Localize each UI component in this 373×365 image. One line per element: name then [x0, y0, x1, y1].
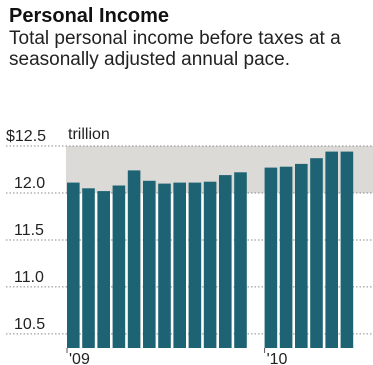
- x-tick-label: '09: [69, 351, 90, 365]
- bar: [127, 170, 141, 348]
- chart-title: Personal Income: [9, 5, 170, 27]
- bar: [310, 158, 323, 348]
- y-tick-label: 10.5: [14, 316, 45, 333]
- bar: [188, 182, 202, 348]
- bar: [143, 180, 156, 348]
- bar: [279, 166, 293, 348]
- bar: [295, 163, 308, 348]
- bar: [340, 151, 354, 348]
- bar: [234, 172, 247, 348]
- bar: [82, 188, 95, 348]
- chart-subtitle: Total personal income before taxes at a …: [9, 28, 341, 70]
- y-tick-label: $12.5: [6, 128, 46, 145]
- bar: [219, 175, 232, 348]
- bar: [67, 182, 80, 348]
- bar: [97, 191, 110, 348]
- bar: [203, 181, 217, 348]
- y-tick-labels: $12.5 12.0 11.5 11.0 10.5: [6, 128, 46, 333]
- y-unit-label: trillion: [68, 126, 110, 143]
- bar: [264, 167, 278, 348]
- bar: [158, 183, 171, 348]
- y-tick-label: 11.0: [14, 269, 44, 286]
- y-tick-label: 11.5: [14, 222, 44, 239]
- bars: [67, 151, 354, 348]
- x-tick-label: '10: [267, 351, 288, 365]
- bar: [112, 185, 126, 348]
- x-tick-labels: '09 '10: [66, 348, 288, 365]
- y-tick-label: 12.0: [14, 175, 45, 192]
- bar: [173, 182, 186, 348]
- bar: [325, 151, 338, 348]
